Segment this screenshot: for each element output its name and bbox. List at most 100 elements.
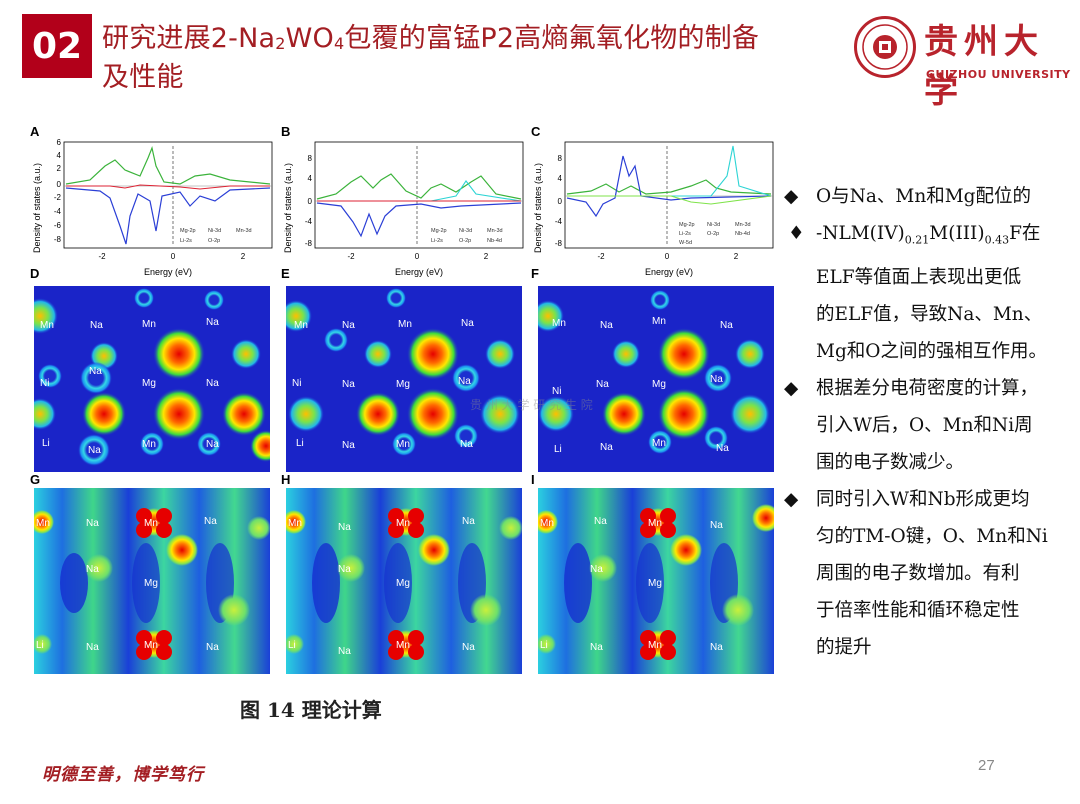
cdd-atom-label: Na (710, 642, 723, 653)
elf-atom-label: Mg (396, 379, 410, 390)
cdd-atom-label: Na (462, 516, 475, 527)
cdd-atom-label: Mn (396, 640, 410, 651)
cdd-map-h: Mn Na Mn Na Na Mg Li Na Mn Na (286, 488, 522, 674)
bullet-line: 匀的TM-O键，O、Mn和Ni (816, 525, 1048, 547)
cdd-atom-label: Na (590, 642, 603, 653)
figure-caption: 图 14 理论计算 (240, 698, 382, 722)
dos-xlabel: Energy (eV) (395, 267, 443, 277)
elf-atom-label: Li (42, 438, 50, 449)
elf-atom-label: Mn (552, 318, 566, 329)
bullet-line: 引入W后，O、Mn和Ni周 (816, 414, 1033, 436)
ytick: -4 (555, 217, 563, 226)
xtick: 0 (415, 252, 420, 261)
cdd-map-g: Mn Na Mn Na Na Mg Li Na Mn Na (34, 488, 270, 674)
dos-plot-b: Density of states (a.u.) 8 4 0 -4 -8 Mg-… (283, 141, 524, 277)
bullet-line: 的ELF值，导致Na、Mn、 (816, 303, 1043, 325)
ytick: 0 (308, 197, 313, 206)
elf-atom-label: Mn (652, 438, 666, 449)
elf-atom-label: Na (600, 442, 613, 453)
dos-legend-item: Mn-3d (487, 228, 503, 234)
cdd-atom-label: Na (710, 520, 723, 531)
elf-atom-label: Na (710, 374, 723, 385)
elf-atom-label: Na (206, 439, 219, 450)
elf-map-e: Mn Na Mn Na Na Ni Mg Na Li Na Mn Na (286, 286, 522, 472)
ytick: 8 (308, 154, 313, 163)
ytick: 6 (57, 138, 62, 147)
cdd-atom-label: Mg (144, 578, 158, 589)
dos-legend-item: Ni-3d (208, 228, 221, 234)
cdd-atom-label: Mn (396, 518, 410, 529)
elf-atom-label: Na (720, 320, 733, 331)
cdd-map-i: Mn Na Mn Na Na Mg Li Na Mn Na (538, 488, 774, 674)
panel-label-e: E (281, 266, 290, 281)
dos-xlabel: Energy (eV) (645, 267, 693, 277)
cdd-atom-label: Mg (396, 578, 410, 589)
university-seal-logo (854, 16, 916, 78)
elf-atom-label: Na (460, 439, 473, 450)
dos-ylabel: Density of states (a.u.) (533, 163, 543, 253)
cdd-atom-label: Na (338, 646, 351, 657)
cdd-atom-label: Mn (36, 518, 50, 529)
diamond-bullet-icon: ◆ (784, 488, 799, 510)
elf-map-d: Mn Na Mn Na Na Ni Mg Na Li Na Mn Na (34, 286, 270, 472)
elf-atom-label: Li (296, 438, 304, 449)
elf-atom-label: Mn (398, 319, 412, 330)
elf-atom-label: Na (596, 379, 609, 390)
cdd-atom-label: Mn (648, 518, 662, 529)
elf-atom-label: Ni (40, 378, 49, 389)
cdd-atom-label: Mn (648, 640, 662, 651)
panel-label-h: H (281, 472, 291, 487)
cdd-atom-label: Li (36, 640, 44, 651)
ytick: 4 (57, 151, 62, 160)
elf-atom-label: Na (600, 320, 613, 331)
cdd-atom-label: Li (288, 640, 296, 651)
cdd-atom-label: Mn (144, 640, 158, 651)
xtick: 0 (665, 252, 670, 261)
xtick: -2 (347, 252, 355, 261)
bullet-line: 的提升 (816, 636, 872, 658)
cdd-atom-label: Na (204, 516, 217, 527)
cdd-atom-label: Na (86, 642, 99, 653)
panel-label-f: F (531, 266, 539, 281)
xtick: 2 (734, 252, 739, 261)
elf-atom-label: Mn (652, 316, 666, 327)
section-number-badge: 02 (22, 14, 92, 78)
elf-atom-label: Mn (142, 319, 156, 330)
bullet-line: Mg和O之间的强相互作用。 (816, 340, 1047, 362)
slide-title: 研究进展2-Na2WO4包覆的富锰P2高熵氟氧化物的制备 及性能 (102, 23, 760, 93)
elf-atom-label: Na (342, 440, 355, 451)
dos-legend-item: Li-2s (679, 231, 691, 237)
small-diamond-bullet-icon: ♦ (788, 223, 805, 244)
diamond-bullet-icon: ◆ (784, 377, 799, 399)
elf-atom-label: Na (716, 443, 729, 454)
ytick: -4 (305, 217, 313, 226)
elf-atom-label: Na (342, 320, 355, 331)
elf-atom-label: Na (90, 320, 103, 331)
xtick: 2 (484, 252, 489, 261)
cdd-atom-label: Na (338, 522, 351, 533)
elf-atom-label: Mg (652, 379, 666, 390)
dos-plot-a: Density of states (a.u.) 6 4 2 0 -2 -4 -… (32, 138, 273, 277)
dos-legend-item: Nb-4d (487, 238, 502, 244)
cdd-atom-label: Mn (288, 518, 302, 529)
cdd-atom-label: Na (594, 516, 607, 527)
ytick: -4 (54, 207, 62, 216)
dos-legend-item: Li-2s (431, 238, 443, 244)
dos-ylabel: Density of states (a.u.) (32, 163, 42, 253)
elf-atom-label: Mn (294, 320, 308, 331)
ytick: 4 (558, 174, 563, 183)
dos-legend-item: Li-2s (180, 238, 192, 244)
elf-map-f: Mn Na Mn Na Na Ni Mg Na Li Na Mn Na (538, 286, 774, 472)
xtick: 2 (241, 252, 246, 261)
dos-legend-item: Ni-3d (459, 228, 472, 234)
elf-atom-label: Na (342, 379, 355, 390)
ytick: 0 (558, 197, 563, 206)
bullet-list: ◆ O与Na、Mn和Mg配位的 ♦ -NLM(IV)0.21M(III)0.43F在… (784, 178, 1074, 666)
panel-label-d: D (30, 266, 40, 281)
cdd-atom-label: Mn (144, 518, 158, 529)
ytick: 0 (57, 180, 62, 189)
watermark: 贵 州 大 学 研 究 生 院 (470, 398, 593, 412)
elf-atom-label: Na (461, 318, 474, 329)
ytick: 4 (308, 174, 313, 183)
dos-legend-item: O-2p (459, 238, 471, 244)
